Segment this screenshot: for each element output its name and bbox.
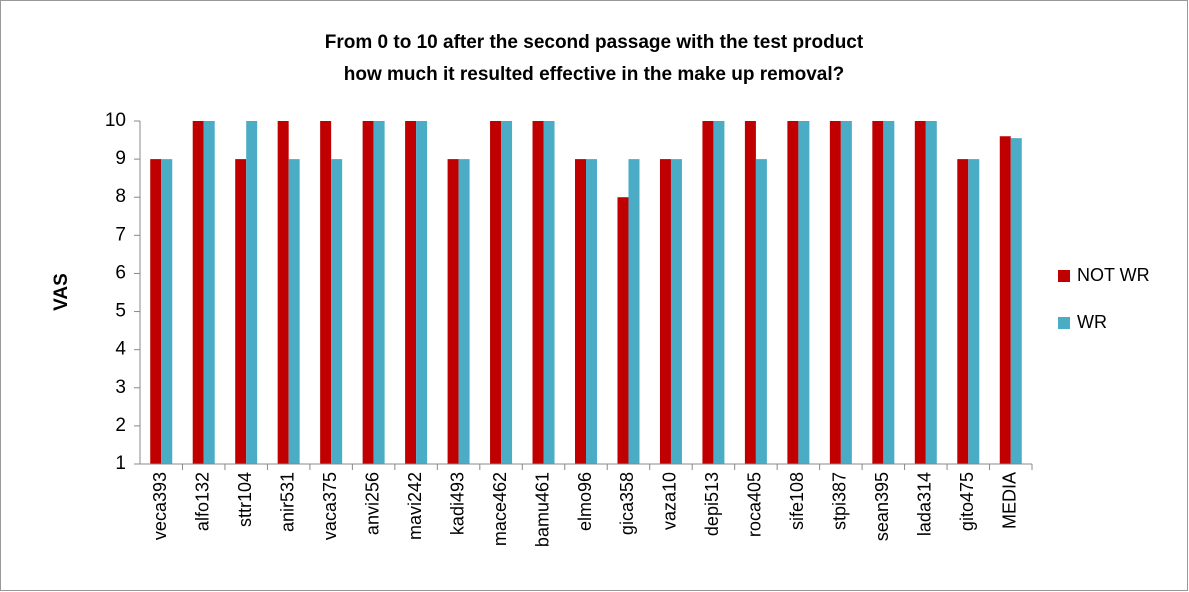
y-axis-label: VAS xyxy=(51,273,72,311)
bar xyxy=(405,121,417,464)
chart-title: how much it resulted effective in the ma… xyxy=(344,64,844,85)
bar xyxy=(203,121,215,464)
bar xyxy=(659,159,671,464)
bar xyxy=(968,159,980,464)
y-tick-label: 5 xyxy=(115,301,126,322)
bar xyxy=(320,121,332,464)
x-tick-label: sean395 xyxy=(872,472,892,541)
bar xyxy=(331,159,343,464)
legend-swatch xyxy=(1058,317,1070,329)
bar xyxy=(501,121,513,464)
bar xyxy=(490,121,502,464)
bar xyxy=(755,159,767,464)
y-tick-label: 3 xyxy=(115,377,126,398)
bar xyxy=(713,121,725,464)
bar xyxy=(150,159,162,464)
bar xyxy=(288,159,300,464)
x-tick-label: MEDIA xyxy=(1000,472,1020,529)
x-tick-label: vaza10 xyxy=(660,472,680,530)
y-tick-label: 7 xyxy=(115,224,126,245)
y-tick-label: 6 xyxy=(115,262,126,283)
y-tick-label: 9 xyxy=(115,148,126,169)
x-tick-label: gito475 xyxy=(957,472,977,531)
x-tick-label: depi513 xyxy=(702,472,722,536)
x-tick-label: stpi387 xyxy=(830,472,850,530)
bar xyxy=(362,121,374,464)
x-tick-label: anir531 xyxy=(277,472,297,532)
bar xyxy=(798,121,810,464)
bar xyxy=(575,159,586,464)
legend-label: NOT WR xyxy=(1077,265,1150,285)
bar xyxy=(416,121,428,464)
bar xyxy=(840,121,852,464)
x-tick-label: mace462 xyxy=(490,472,510,546)
legend-swatch xyxy=(1058,270,1070,282)
bar xyxy=(744,121,756,464)
y-tick-label: 1 xyxy=(115,453,126,474)
bar xyxy=(161,159,173,464)
bar xyxy=(999,136,1011,464)
bar xyxy=(1010,138,1022,464)
x-tick-label: gica358 xyxy=(617,472,637,535)
x-tick-label: elmo96 xyxy=(575,472,595,531)
x-tick-label: bamu461 xyxy=(532,472,552,547)
bar xyxy=(702,121,714,464)
bar xyxy=(829,121,841,464)
x-tick-label: vaca375 xyxy=(320,472,340,540)
x-tick-label: alfo132 xyxy=(192,472,212,531)
legend-label: WR xyxy=(1077,312,1107,332)
x-tick-label: veca393 xyxy=(150,472,170,540)
bar xyxy=(787,121,799,464)
y-tick-label: 8 xyxy=(115,186,126,207)
bar xyxy=(957,159,969,464)
bar xyxy=(925,121,937,464)
x-tick-label: anvi256 xyxy=(362,472,382,535)
bar xyxy=(246,121,258,464)
bar xyxy=(586,159,597,464)
y-tick-label: 10 xyxy=(105,110,126,131)
x-tick-label: sttr104 xyxy=(235,472,255,527)
bar xyxy=(373,121,385,464)
x-tick-label: sife108 xyxy=(787,472,807,530)
bar xyxy=(883,121,895,464)
chart-title: From 0 to 10 after the second passage wi… xyxy=(325,32,864,53)
y-tick-label: 2 xyxy=(115,415,126,436)
bar xyxy=(914,121,926,464)
bar xyxy=(235,159,247,464)
bar xyxy=(447,159,459,464)
bar xyxy=(532,121,544,464)
bar xyxy=(458,159,470,464)
y-tick-label: 4 xyxy=(115,339,126,360)
bar xyxy=(192,121,204,464)
x-tick-label: kadi493 xyxy=(447,472,467,535)
bar xyxy=(628,159,640,464)
x-tick-label: lada314 xyxy=(915,472,935,536)
bar xyxy=(277,121,289,464)
bar xyxy=(543,121,555,464)
bar xyxy=(670,159,682,464)
x-tick-label: roca405 xyxy=(745,472,765,537)
x-tick-label: mavi242 xyxy=(405,472,425,540)
bar xyxy=(872,121,884,464)
bar xyxy=(617,197,629,464)
